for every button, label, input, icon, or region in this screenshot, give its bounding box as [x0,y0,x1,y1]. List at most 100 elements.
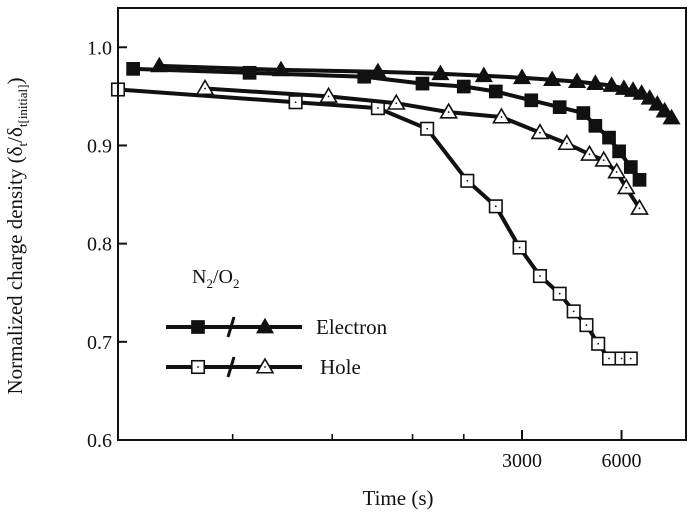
data-point-electron-o2-17 [662,108,681,125]
y-axis-title-main: Normalized charge density (δ [3,146,27,394]
data-point-hole-o2-3 [386,93,406,110]
data-point-hole-o2-1-center-dot [204,87,206,90]
y-axis-title: Normalized charge density (δt/δt[initial… [3,78,30,395]
plot-layer [110,56,681,366]
x-tick-label-6000: 6000 [602,450,642,472]
data-point-hole-o2-5-center-dot [500,116,503,118]
y-tick-label-0.8: 0.8 [87,234,112,256]
data-point-hole-o2-5 [492,107,511,124]
legend-title-mid: /O [213,266,233,288]
data-point-hole-o2-3-center-dot [395,102,398,105]
data-point-electron-o2-1 [150,56,169,73]
data-point-electron-n2-4 [415,76,430,91]
legend-marker-electron-n2 [191,320,205,334]
y-tick-label-0.9: 0.9 [87,135,112,157]
data-point-electron-o2-4 [431,64,450,81]
data-point-hole-n2-5-center-dot [466,179,469,182]
data-point-hole-n2-9-center-dot [558,292,561,295]
data-point-hole-o2-7 [557,133,577,151]
data-point-hole-o2-12 [630,198,649,215]
data-point-hole-o2-4 [439,102,459,119]
y-tick-label-0.6: 0.6 [87,430,112,452]
y-axis-title-sub-1: t [15,142,30,146]
legend-label-electron: Electron [316,315,388,339]
data-point-electron-o2-6 [512,68,532,85]
data-point-hole-o2-8-center-dot [588,153,591,156]
legend-marker-hole-o2-center-dot [264,366,266,368]
legend-symbols [166,316,302,378]
data-point-electron-o2-15 [648,95,667,111]
data-point-hole-o2-6-center-dot [539,131,541,134]
data-point-hole-n2-14-center-dot [620,357,623,360]
data-point-hole-n2-12-center-dot [597,342,600,345]
data-point-hole-n2-11-center-dot [585,324,588,327]
data-point-hole-n2-4-center-dot [426,127,429,130]
series-line-electron-n2 [131,66,642,182]
data-point-electron-o2-5 [474,66,493,83]
data-point-hole-o2-11-center-dot [625,186,628,189]
data-point-hole-n2-10-center-dot [572,310,575,313]
legend-marker-hole-o2 [255,357,275,374]
series-electron-n2 [126,62,647,187]
data-point-hole-o2-9 [594,150,614,167]
data-point-hole-n2-15-center-dot [629,357,632,360]
data-point-electron-o2-16 [655,101,674,118]
data-point-electron-o2-10 [602,76,621,92]
data-point-hole-o2-11 [616,178,636,195]
data-point-hole-n2-6-center-dot [494,205,497,208]
data-point-hole-o2-4-center-dot [447,111,450,113]
legend: N2/O2 Electron Hole [166,266,388,379]
plot-frame [117,7,687,441]
data-point-hole-n2-8-center-dot [539,275,541,277]
data-point-hole-n2-2-center-dot [294,101,297,104]
data-point-electron-n2-13 [623,160,638,174]
data-point-electron-n2-9 [576,106,591,120]
data-point-electron-n2-14 [632,172,647,187]
data-point-hole-n2-7-center-dot [518,246,521,249]
data-point-hole-o2-10 [607,162,627,179]
legend-title-sub-1: 2 [206,276,213,291]
data-point-hole-o2-2 [319,86,338,103]
data-point-electron-o2-7 [543,70,562,87]
legend-title: N2/O2 [192,266,239,291]
data-point-electron-n2-1 [126,62,140,76]
y-axis-title-end: ) [3,78,27,85]
legend-slash-electron [226,316,236,338]
data-point-electron-n2-5 [456,79,471,94]
legend-slash-hole [226,356,236,378]
data-point-electron-n2-11 [602,130,616,145]
data-point-hole-o2-2-center-dot [327,95,330,98]
axis-layer: 0.6 0.7 0.8 0.9 1.0 3000 6000 [87,7,687,472]
y-tick-label-0.7: 0.7 [87,332,112,354]
data-point-electron-o2-14 [640,89,659,105]
data-point-electron-o2-2 [271,60,291,77]
data-point-electron-n2-8 [552,100,567,115]
data-point-electron-n2-6 [488,84,503,99]
data-point-electron-n2-10 [588,118,603,133]
series-hole-n2 [110,82,638,366]
data-point-electron-o2-3 [368,62,387,79]
data-point-hole-n2-3-center-dot [377,107,379,110]
data-point-electron-o2-13 [632,84,651,100]
data-point-electron-n2-7 [524,93,539,108]
y-axis-title-mid: /δ [3,127,27,143]
legend-title-sub-2: 2 [233,276,240,291]
y-tick-label-1.0: 1.0 [87,37,112,59]
x-tick-label-3000: 3000 [502,450,542,472]
data-point-hole-o2-10-center-dot [615,171,618,173]
data-point-hole-o2-8 [580,144,599,161]
y-axis-title-sub-2: t[initial] [15,85,30,128]
data-point-electron-o2-8 [567,72,587,88]
data-point-hole-o2-6 [530,123,550,140]
legend-title-main: N [192,266,206,288]
x-axis-title: Time (s) [363,486,434,510]
data-point-hole-o2-7-center-dot [565,142,568,145]
data-point-hole-o2-12-center-dot [638,207,641,210]
legend-label-hole: Hole [320,355,361,379]
legend-marker-hole-n2-center-dot [197,366,199,368]
data-point-hole-o2-9-center-dot [602,159,605,162]
data-point-electron-n2-12 [612,144,626,159]
data-point-hole-o2-1 [195,78,215,96]
data-point-electron-o2-9 [586,74,605,90]
